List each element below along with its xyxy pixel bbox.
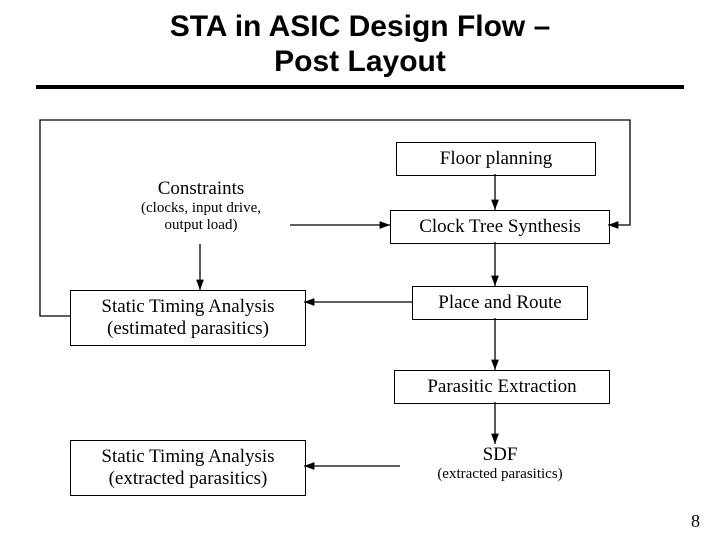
title-underline — [36, 85, 684, 89]
node-sublabel: (extracted parasitics) — [71, 468, 305, 490]
node-place-and-route: Place and Route — [412, 286, 588, 320]
page-number: 8 — [691, 511, 700, 532]
title-line-1: STA in ASIC Design Flow – — [170, 10, 551, 43]
sdf-title: SDF — [400, 444, 600, 466]
node-label: Parasitic Extraction — [395, 376, 609, 398]
node-sublabel: (estimated parasitics) — [71, 318, 305, 340]
node-label: Static Timing Analysis — [71, 446, 305, 468]
node-label: Clock Tree Synthesis — [391, 216, 609, 238]
constraints-sub1: (clocks, input drive, — [112, 200, 290, 217]
node-label: Floor planning — [397, 148, 595, 170]
constraints-title: Constraints — [112, 178, 290, 200]
node-sta-estimated: Static Timing Analysis (estimated parasi… — [70, 290, 306, 346]
node-label: Static Timing Analysis — [71, 296, 305, 318]
label-constraints: Constraints (clocks, input drive, output… — [112, 178, 290, 234]
node-parasitic-extraction: Parasitic Extraction — [394, 370, 610, 404]
node-sta-extracted: Static Timing Analysis (extracted parasi… — [70, 440, 306, 496]
slide-title: STA in ASIC Design Flow – Post Layout — [0, 0, 720, 79]
title-line-2: Post Layout — [274, 45, 446, 78]
node-floor-planning: Floor planning — [396, 142, 596, 176]
node-clock-tree-synthesis: Clock Tree Synthesis — [390, 210, 610, 244]
constraints-sub2: output load) — [112, 217, 290, 234]
label-sdf: SDF (extracted parasitics) — [400, 444, 600, 483]
node-label: Place and Route — [413, 292, 587, 314]
sdf-sub: (extracted parasitics) — [400, 466, 600, 483]
